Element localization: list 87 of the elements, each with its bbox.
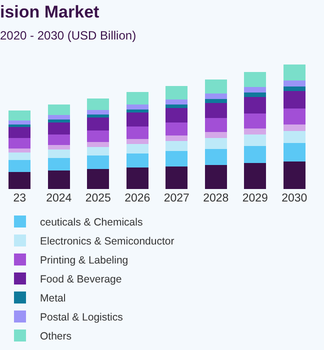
bar [87, 156, 110, 170]
bar [48, 158, 70, 170]
bar [87, 110, 110, 114]
x-tick-label: 2028 [203, 192, 229, 204]
bar [48, 150, 70, 158]
bar [8, 124, 31, 128]
bar [8, 160, 31, 172]
bar [283, 130, 306, 144]
bar [126, 138, 148, 144]
x-tick-label: 2025 [85, 192, 111, 204]
bar [166, 150, 188, 166]
bar [244, 134, 266, 146]
bar [8, 172, 31, 189]
bar [244, 146, 266, 164]
bar [283, 161, 306, 189]
bar [244, 92, 266, 97]
bar [204, 102, 227, 118]
bar [87, 118, 110, 130]
x-tick-label: 2024 [46, 192, 72, 204]
bar [126, 104, 148, 110]
legend-label: Postal & Logistics [40, 312, 123, 324]
bar [48, 145, 70, 150]
bar [87, 98, 110, 110]
bar [283, 90, 306, 108]
x-tick-label: 2026 [124, 192, 150, 204]
bar [8, 138, 31, 148]
bar [48, 104, 70, 116]
bar [48, 170, 70, 189]
x-tick-label: 2027 [164, 192, 190, 204]
bar [87, 142, 110, 147]
bar [204, 148, 227, 165]
bar [166, 99, 188, 104]
bar [126, 92, 148, 104]
chart-title: ision Market [0, 2, 100, 22]
bar [166, 140, 188, 151]
bar [126, 168, 148, 189]
bar [244, 163, 266, 189]
legend-label: ceuticals & Chemicals [40, 216, 143, 229]
bar [204, 93, 227, 100]
bar [204, 132, 227, 138]
bar [166, 108, 188, 122]
bar [87, 169, 110, 189]
legend-label: Food & Beverage [40, 274, 122, 286]
bar [48, 122, 70, 134]
bar [126, 126, 148, 139]
bar [166, 86, 188, 100]
bar [126, 112, 148, 126]
bar [244, 96, 266, 114]
bar [283, 143, 306, 162]
bar [48, 119, 70, 122]
bar [204, 138, 227, 149]
x-tick-label: 23 [13, 192, 26, 204]
bar [204, 79, 227, 94]
bar [166, 135, 188, 141]
bar [166, 122, 188, 136]
bar [244, 128, 266, 134]
bar [8, 127, 31, 138]
bar [244, 113, 266, 128]
bar [8, 148, 31, 153]
chart-subtitle: 2020 - 2030 (USD Billion) [0, 28, 136, 43]
bar [166, 104, 188, 108]
bar [204, 118, 227, 132]
bar [244, 87, 266, 93]
bar [283, 64, 306, 80]
bar [204, 99, 227, 103]
bar [87, 130, 110, 142]
bar [283, 124, 306, 131]
bar [8, 110, 31, 120]
bar [166, 166, 188, 189]
bar [283, 86, 306, 91]
bar [48, 115, 70, 120]
bar [87, 146, 110, 156]
bar [283, 80, 306, 87]
bar [204, 164, 227, 189]
x-tick-label: 2029 [242, 192, 268, 204]
bar [244, 72, 266, 88]
bar [126, 153, 148, 168]
legend-label: Electronics & Semiconductor [40, 236, 175, 248]
x-tick-label: 2030 [282, 192, 308, 204]
bar [126, 144, 148, 154]
bar [8, 152, 31, 160]
bar [8, 120, 31, 124]
bar [283, 108, 306, 125]
legend-label: Others [40, 330, 72, 343]
bar [48, 134, 70, 146]
legend-label: Metal [40, 292, 66, 305]
legend-label: Printing & Labeling [40, 254, 128, 267]
